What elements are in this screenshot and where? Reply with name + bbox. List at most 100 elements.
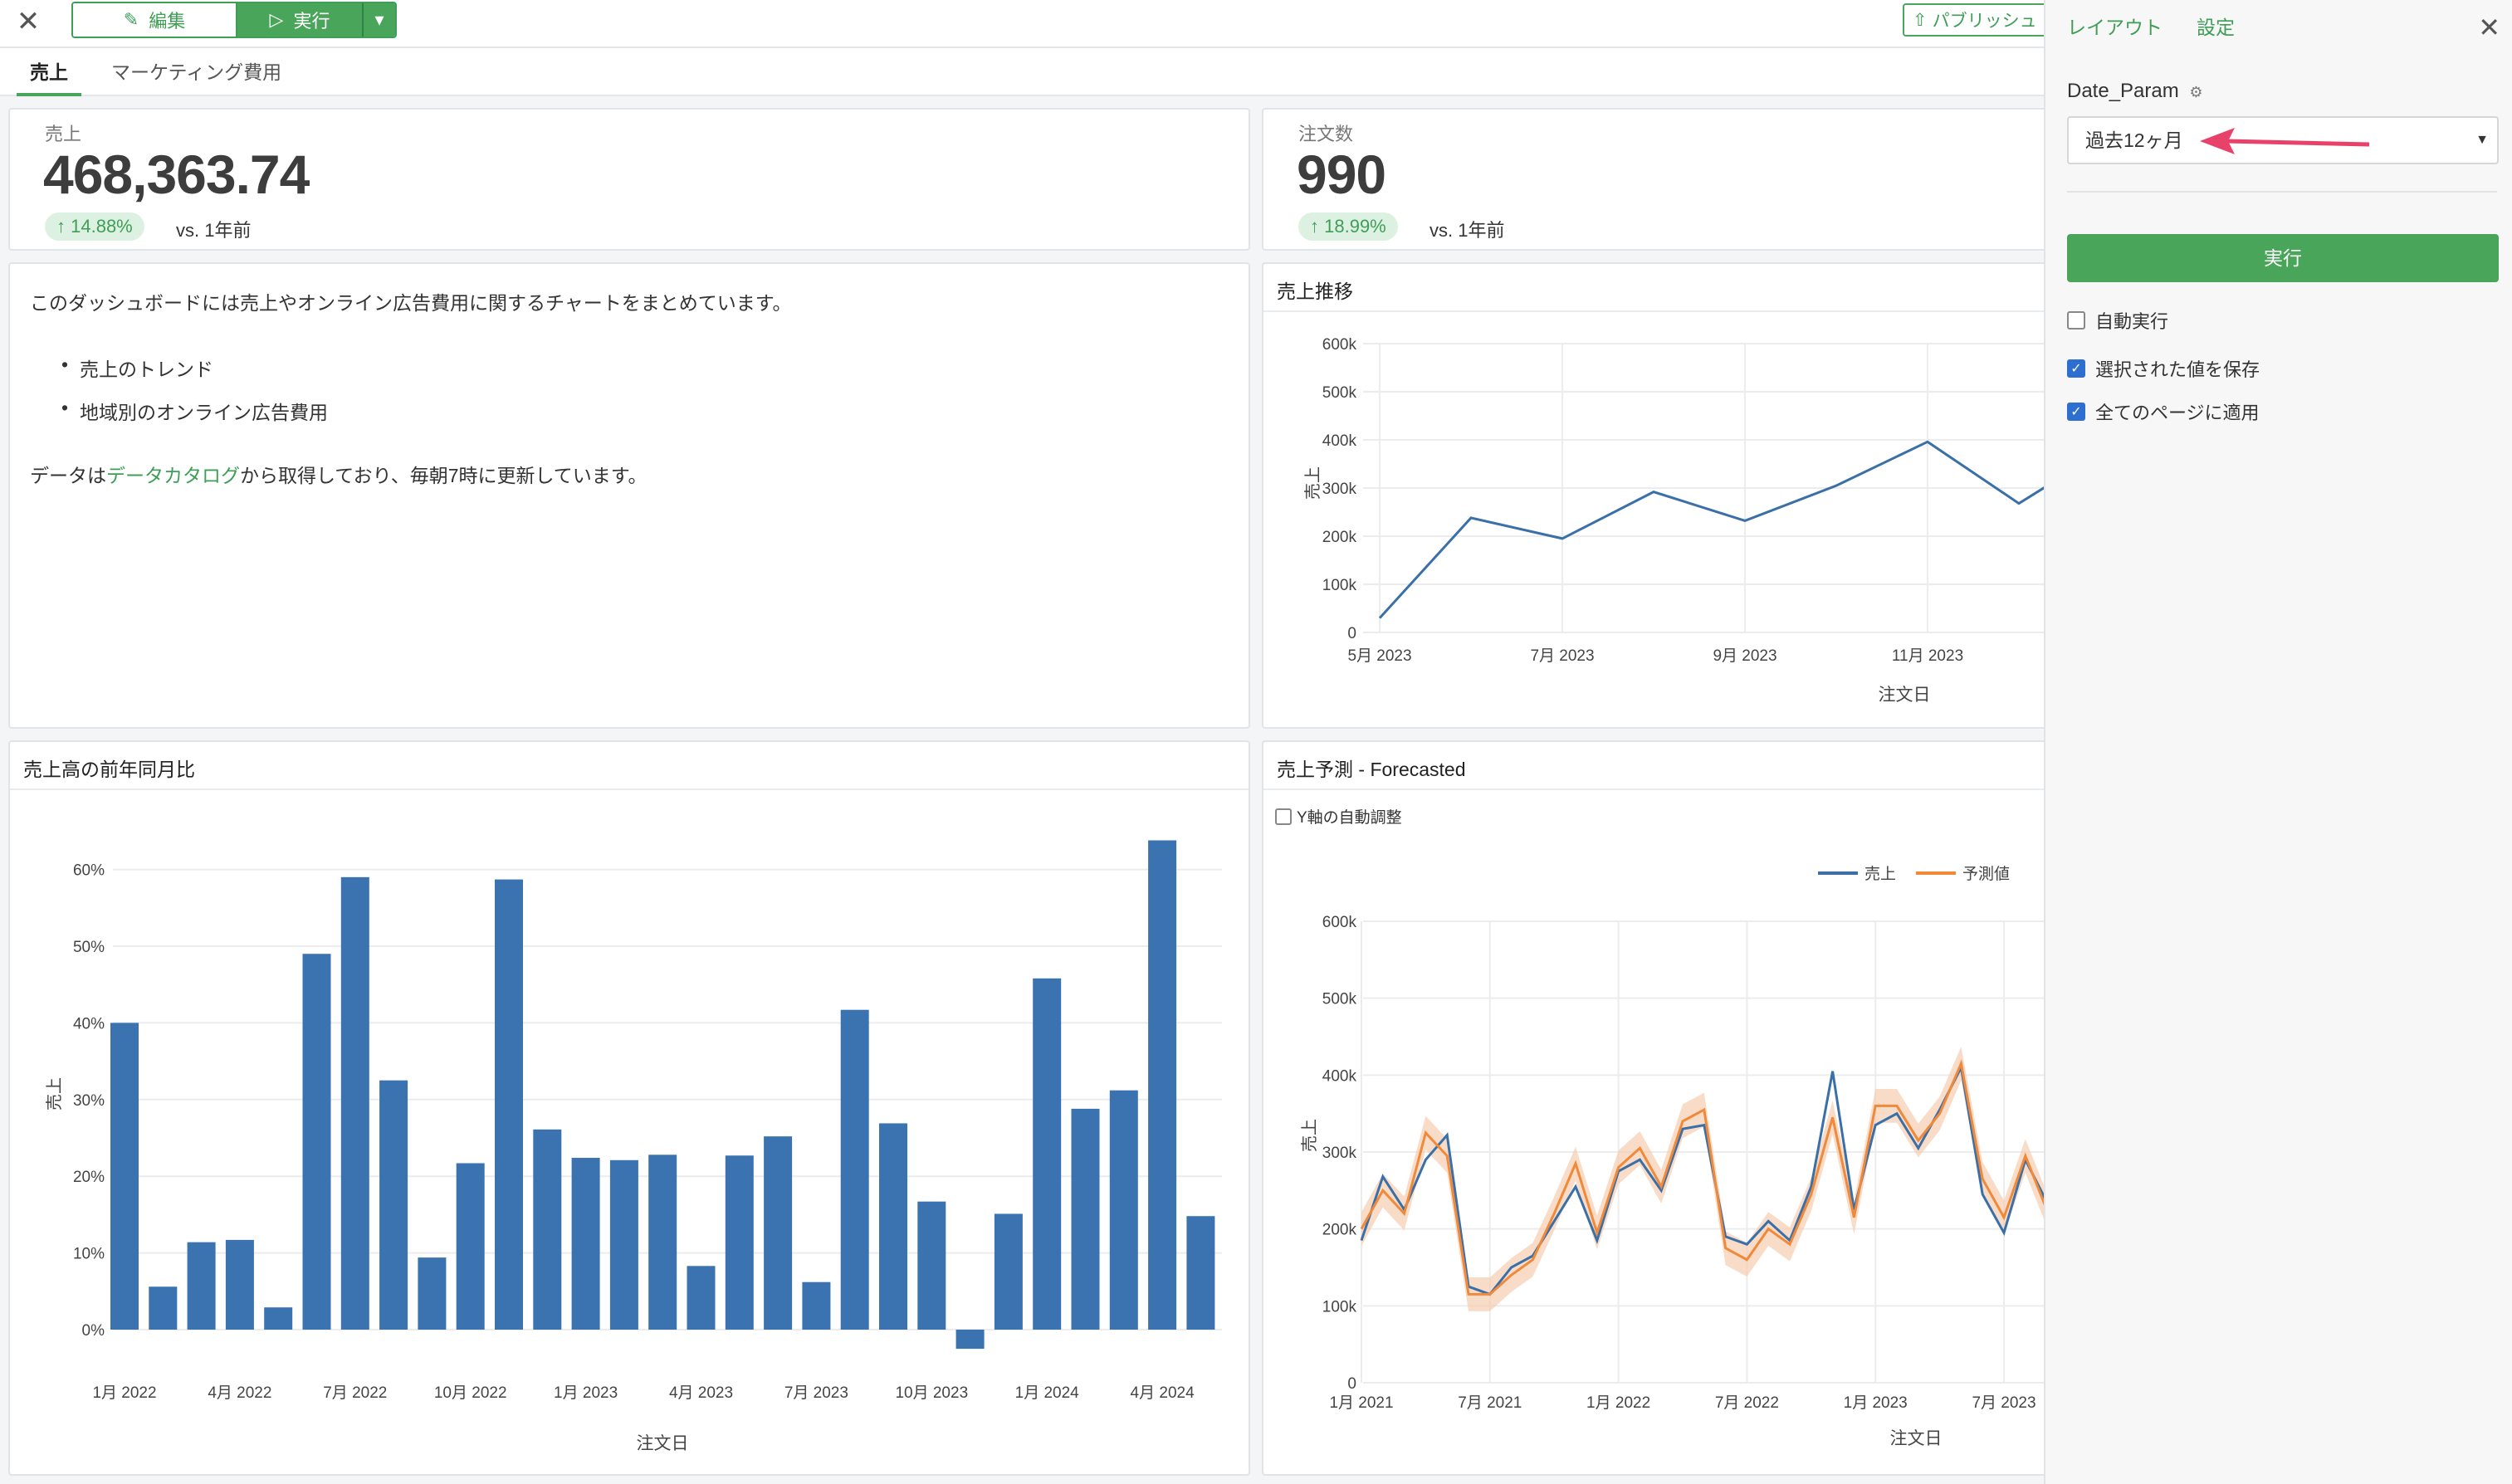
y-tick-label: 10% [73, 1246, 105, 1263]
checkbox-label: 全てのページに適用 [2095, 403, 2260, 423]
tab-sales[interactable]: 売上 [17, 48, 81, 96]
checkbox-box[interactable] [2067, 311, 2085, 330]
forecast-card: 売上予測 - Forecasted Y軸の自動調整 0 100k 200k 300k 4… [1262, 740, 2059, 1476]
arrow-up-icon: ↑ [56, 216, 71, 237]
x-tick-label: 7月 2021 [1458, 1394, 1522, 1412]
run-button-label: 実行 [293, 11, 330, 32]
run-button[interactable]: 実行 [2067, 234, 2499, 282]
change-badge: ↑ 18.99% [1298, 212, 1398, 241]
chevron-down-icon: ▾ [374, 9, 384, 30]
parameter-panel: レイアウト 設定 ✕ Date_Param ⚙ 過去12ヶ月 ▼ 実行 自動実行… [2044, 0, 2512, 1484]
kpi-compare-label: vs. 1年前 [1429, 220, 1505, 241]
save-selected-value-checkbox[interactable]: ✓ 選択された値を保存 [2067, 355, 2260, 382]
param-label: Date_Param ⚙ [2067, 80, 2203, 103]
x-axis-label: 注文日 [1890, 1429, 1943, 1448]
legend-label: 売上 [1864, 865, 1896, 883]
checkbox-box[interactable] [1275, 808, 1292, 825]
bar [264, 1307, 293, 1330]
x-tick-label: 1月 2022 [1586, 1394, 1650, 1412]
change-badge-value: 14.88% [71, 216, 133, 237]
edit-button[interactable]: ✎ 編集 [73, 3, 236, 37]
forecast-chart: 0 100k 200k 300k 400k 500k 600k 1月 2021 7月 2021 1… [1300, 865, 2057, 1448]
bar [687, 1266, 716, 1330]
bar [1071, 1108, 1100, 1330]
forecast-band [1361, 1047, 2047, 1311]
kpi-value: 468,363.74 [43, 144, 310, 205]
yoy-card: 売上高の前年同月比 0% 10% 20% 30% 40% 50% 60% 1月 2022 4月 … [8, 740, 1250, 1476]
sales-line [1378, 440, 2057, 619]
edit-run-button-group: ✎ 編集 ▷ 実行 ▾ [71, 2, 397, 38]
checkbox-label: 自動実行 [2095, 311, 2169, 332]
x-tick-label: 4月 2023 [669, 1384, 733, 1402]
change-badge: ↑ 14.88% [45, 212, 144, 241]
x-tick-label: 4月 2024 [1131, 1384, 1195, 1402]
y-tick-label: 400k [1322, 432, 1357, 450]
y-tick-label: 60% [73, 862, 105, 880]
bar [418, 1257, 447, 1330]
x-tick-label: 7月 2023 [1972, 1394, 2036, 1412]
bar [495, 879, 523, 1330]
chart-title: 売上予測 - Forecasted [1277, 759, 1466, 780]
outro-suffix: から取得しており、毎朝7時に更新しています。 [240, 465, 648, 486]
play-icon: ▷ [269, 9, 284, 30]
divider [1263, 788, 2057, 790]
kpi-label: 注文数 [1298, 124, 1354, 144]
forecast-line [1360, 1059, 2048, 1296]
auto-run-checkbox[interactable]: 自動実行 [2067, 307, 2168, 334]
y-tick-label: 500k [1322, 991, 1357, 1008]
bar [571, 1158, 600, 1330]
y-tick-label: 600k [1322, 336, 1357, 354]
x-tick-label: 7月 2022 [323, 1384, 387, 1402]
publish-button[interactable]: ⇧ パブリッシュ [1903, 3, 2069, 37]
x-tick-label: 10月 2023 [895, 1384, 968, 1402]
checkbox-box[interactable]: ✓ [2067, 403, 2085, 421]
divider [2067, 191, 2497, 193]
x-tick-label: 1月 2024 [1015, 1384, 1080, 1402]
list-item: 地域別のオンライン広告費用 [61, 397, 328, 425]
checkbox-label: 選択された値を保存 [2095, 359, 2260, 380]
tab-settings[interactable]: 設定 [2197, 17, 2235, 38]
run-dropdown-button[interactable]: ▾ [362, 3, 395, 37]
bar [187, 1242, 216, 1330]
bar [302, 954, 331, 1330]
x-tick-label: 4月 2022 [208, 1384, 271, 1402]
y-tick-label: 0 [1347, 1375, 1356, 1393]
bar [1148, 840, 1177, 1330]
kpi-compare-label: vs. 1年前 [176, 220, 252, 241]
x-tick-label: 5月 2023 [1347, 647, 1411, 665]
top-toolbar: ✕ ✎ 編集 ▷ 実行 ▾ ⇧ パブリッシュ [0, 0, 2069, 48]
bar [110, 1023, 139, 1330]
y-tick-label: 40% [73, 1015, 105, 1032]
select-value: 過去12ヶ月 [2085, 129, 2183, 151]
y-tick-label: 200k [1322, 529, 1357, 546]
x-tick-label: 1月 2022 [92, 1384, 156, 1402]
tab-layout[interactable]: レイアウト [2067, 17, 2163, 38]
apply-all-pages-checkbox[interactable]: ✓ 全てのページに適用 [2067, 398, 2260, 425]
checkbox-box[interactable]: ✓ [2067, 359, 2085, 378]
x-tick-label: 7月 2023 [1530, 647, 1594, 665]
data-catalog-link[interactable]: データカタログ [106, 465, 240, 486]
close-icon[interactable]: ✕ [16, 6, 41, 37]
bar [994, 1213, 1023, 1330]
kpi-label: 売上 [45, 124, 82, 144]
x-tick-label: 1月 2023 [1844, 1394, 1908, 1412]
bar [609, 1159, 638, 1330]
y-axis-auto-checkbox[interactable]: Y軸の自動調整 [1275, 805, 1402, 827]
bar [879, 1123, 907, 1330]
caret-down-icon: ▼ [2475, 133, 2489, 147]
y-tick-label: 600k [1322, 914, 1357, 931]
x-tick-label: 9月 2023 [1713, 647, 1776, 665]
x-tick-label: 1月 2023 [554, 1384, 618, 1402]
run-button[interactable]: ▷ 実行 [236, 3, 362, 37]
arrow-up-icon: ↑ [1310, 216, 1325, 237]
kpi-value: 990 [1297, 144, 1386, 205]
bar [149, 1286, 178, 1330]
gear-icon[interactable]: ⚙ [2189, 84, 2203, 100]
tab-marketing-cost[interactable]: マーケティング費用 [111, 61, 282, 83]
close-icon[interactable]: ✕ [2478, 12, 2500, 42]
y-tick-label: 400k [1322, 1067, 1357, 1085]
x-tick-label: 7月 2023 [784, 1384, 848, 1402]
outro-prefix: データは [30, 465, 106, 486]
y-tick-label: 500k [1322, 384, 1357, 402]
date-param-select[interactable]: 過去12ヶ月 ▼ [2067, 116, 2499, 164]
